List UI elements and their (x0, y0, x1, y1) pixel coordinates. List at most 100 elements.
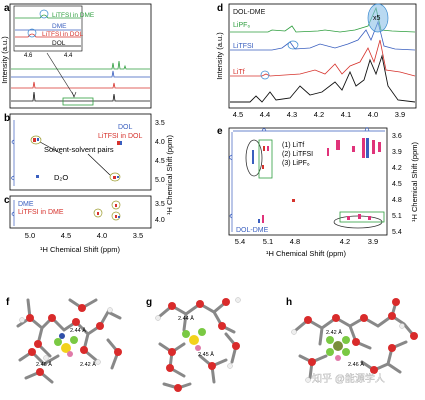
e-peak-8 (327, 148, 329, 156)
spectrum-d-blue (230, 20, 416, 51)
panel-g: g 2.44 Å 2.45 Å (146, 297, 241, 392)
c-ytick-1: 3.5 (155, 201, 165, 208)
panel-c-letter: c (4, 195, 10, 206)
e-ytick-4: 4.5 (392, 181, 402, 188)
e-ytick-1: 3.6 (392, 133, 402, 140)
inset-xtick-2: 4.4 (64, 53, 73, 59)
d-series-2: LiPF₆ (233, 22, 250, 29)
e-xtick-3: 4.8 (290, 237, 300, 246)
e-legend-3: (3) LiPF₆ (282, 160, 310, 167)
f-dist-1: 2.44 Å (70, 327, 86, 334)
panel-b-proj-left (11, 120, 15, 186)
spectrum-a-red (11, 81, 150, 89)
inset-trace-litfsi-dol (15, 33, 81, 38)
c-xtick-1: 5.0 (25, 231, 35, 240)
d-circle-1 (287, 40, 299, 50)
d-xtick-6: 4.0 (368, 110, 378, 119)
e-peak-3 (262, 165, 264, 169)
e-xtick-4: 4.2 (340, 237, 350, 246)
f-dist-3: 2.42 Å (80, 361, 96, 368)
e-legend-2: (2) LiTFSI (282, 151, 313, 158)
inset-xtick-1: 4.6 (24, 53, 33, 59)
e-peak-12 (366, 138, 369, 158)
panel-b-letter: b (4, 113, 10, 124)
e-sample: DOL-DME (236, 227, 269, 234)
e-ylabel: ¹H Chemical Shift (ppm) (410, 141, 419, 222)
panel-c: c DME LiTFSI in DME 3.5 4.0 5.0 4.5 4.0 … (4, 195, 165, 254)
spectrum-a-green (11, 60, 150, 70)
e-peak-15 (347, 216, 350, 220)
b-ytick-3: 4.5 (155, 158, 165, 165)
d-xtick-4: 4.2 (314, 110, 324, 119)
e-peak-17 (368, 216, 371, 220)
spectrum-d-red (230, 39, 416, 77)
e-xtick-5: 3.9 (368, 237, 378, 246)
e-peak-2 (267, 146, 269, 151)
c-peak-4 (118, 216, 120, 218)
c-peak-2 (115, 204, 117, 207)
e-peak-7 (258, 219, 260, 223)
e-ytick-6: 5.1 (392, 213, 402, 220)
panel-h: h 2.42 Å 2.46 Å (286, 297, 418, 383)
c-circle-2 (111, 200, 121, 210)
panel-b-legend-1: DOL (118, 124, 133, 131)
panel-c-legend-2: LiTFSI in DME (18, 209, 64, 216)
magnify-label: x5 (373, 15, 381, 22)
inset-circle-1 (39, 9, 49, 19)
c-peak-1 (97, 212, 99, 215)
panel-a-inset: LiTFSI in DME DME LiTFSI in DOL DOL 4.6 … (13, 5, 95, 59)
molecule-h-atoms (291, 298, 418, 383)
panel-d-ylabel: Intensity (a.u.) (215, 32, 224, 80)
e-peak-1 (263, 146, 265, 151)
e-ytick-5: 4.8 (392, 197, 402, 204)
panel-b: b DOL LiTFSI in DOL Solvent-solvent pair… (4, 113, 165, 191)
inset-trace-litfsi-dme (15, 14, 81, 19)
c-peak-3 (115, 215, 117, 218)
d-xtick-1: 4.5 (233, 110, 243, 119)
panel-a-spectra (11, 52, 150, 106)
c-ytick-2: 4.0 (155, 217, 165, 224)
panel-f-letter: f (6, 297, 10, 308)
inset-label-2: DME (52, 23, 67, 30)
panel-g-letter: g (146, 297, 152, 308)
d-circle-2 (260, 70, 270, 80)
inset-label-1: LiTFSI in DME (52, 12, 95, 19)
e-peak-11 (362, 138, 365, 158)
e-ytick-3: 4.2 (392, 165, 402, 172)
panel-b-frame (9, 113, 152, 191)
panel-a: a Intensity (a.u.) LiTFSI in DME DME LiT… (0, 3, 152, 109)
panel-a-ylabel: Intensity (a.u.) (0, 36, 9, 84)
pairs-circle-2 (109, 172, 121, 182)
e-xlabel: ¹H Chemical Shift (ppm) (266, 249, 347, 258)
panel-f: f 2.44 Å 2.46 Å 2.42 Å (6, 297, 122, 384)
panel-e-proj-left (229, 132, 233, 232)
pairs-circle-1 (30, 135, 42, 145)
d-xtick-3: 4.3 (287, 110, 297, 119)
e-peak-14 (378, 142, 381, 152)
e-box-bottom (339, 211, 385, 223)
inset-circle-2 (27, 28, 37, 38)
panel-b-d2o: D₂O (54, 173, 68, 182)
b-peak-3 (113, 176, 116, 179)
watermark: 知乎 @能源学人 (312, 372, 385, 385)
panel-e-frame (228, 127, 388, 236)
b-peak-6 (120, 141, 122, 145)
d-series-1: DOL-DME (233, 9, 266, 16)
b-peak-4 (117, 176, 119, 178)
panel-d: d Intensity (a.u.) x5 DOL-DME LiPF₆ LiTF… (215, 3, 417, 119)
b-peak-5 (117, 141, 120, 145)
spectrum-a-black (11, 91, 150, 102)
spectrum-d-black (230, 54, 416, 103)
panel-c-proj-left (11, 200, 15, 226)
c-xtick-3: 4.0 (97, 231, 107, 240)
zoom-box (62, 97, 94, 106)
e-ytick-7: 5.4 (392, 229, 402, 236)
c-circle-1 (93, 208, 103, 218)
e-xtick-2: 5.1 (263, 237, 273, 246)
molecule-f-atoms (19, 304, 122, 376)
magnify-ellipse (367, 3, 389, 33)
molecule-f (16, 298, 122, 384)
inset-label-4: DOL (52, 40, 66, 47)
panel-d-letter: d (217, 3, 223, 14)
